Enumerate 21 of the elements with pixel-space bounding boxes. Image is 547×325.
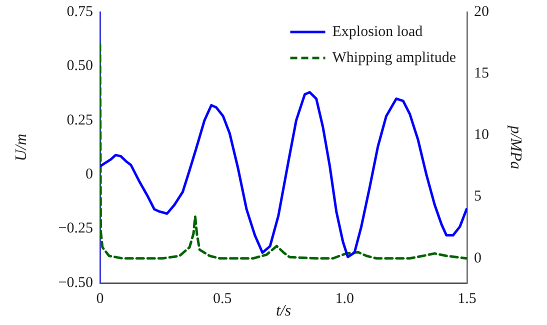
y-tick-label: −0.25	[58, 220, 93, 237]
y2-axis-title: p/MPa	[507, 124, 524, 170]
x-tick-label: 0	[96, 290, 104, 307]
y2-tick-label: 15	[474, 66, 489, 82]
legend-label: Whipping amplitude	[332, 50, 456, 66]
y2-tick-label: 5	[474, 188, 482, 205]
line-series	[100, 42, 467, 260]
y-tick-label: 0.25	[66, 112, 93, 128]
y-tick-label: 0	[86, 166, 93, 183]
legend-label: Explosion load	[332, 24, 424, 40]
y2-tick-label: 10	[474, 127, 489, 144]
y-tick-label: 0.50	[66, 58, 93, 74]
y2-tick-label: 20	[474, 4, 489, 20]
x-tick-label: 0.5	[212, 290, 232, 307]
y-tick-label: −0.50	[58, 274, 93, 291]
x-axis-title: t/s	[276, 302, 292, 320]
x-tick-label: 1.0	[335, 290, 354, 307]
y-axis-title: U/m	[12, 134, 30, 162]
y2-tick-label: 0	[474, 250, 482, 266]
y-tick-label: 0.75	[66, 4, 93, 20]
x-tick-label: 1.5	[458, 290, 476, 307]
